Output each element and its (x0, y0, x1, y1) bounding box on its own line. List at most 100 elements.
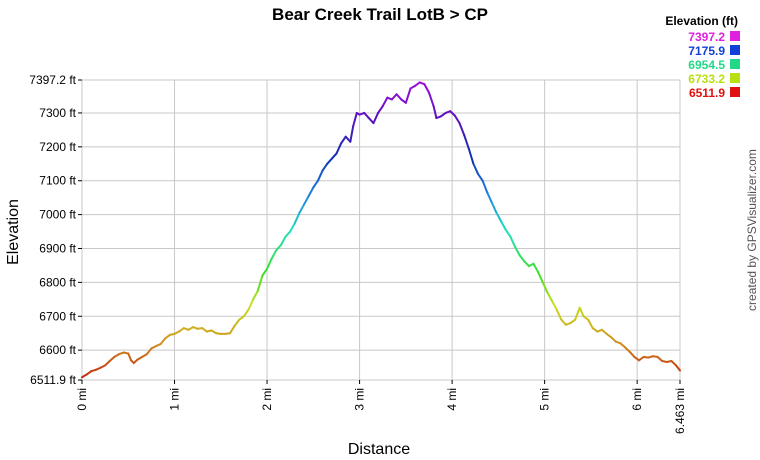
profile-point (215, 332, 218, 335)
profile-segment (229, 324, 236, 335)
profile-point (409, 87, 412, 90)
profile-segment (352, 111, 358, 128)
profile-point (404, 101, 407, 104)
profile-segment (316, 169, 324, 182)
profile-segment (541, 281, 549, 294)
profile-segment (275, 244, 282, 252)
profile-point (108, 360, 111, 362)
profile-point (178, 330, 181, 333)
profile-point (118, 353, 120, 356)
profile-point (582, 315, 585, 318)
profile-point (317, 179, 319, 182)
profile-segment (104, 359, 111, 367)
x-tick-label: 5 mi (538, 388, 552, 411)
profile-point (307, 195, 310, 197)
profile-point (99, 366, 102, 369)
profile-point (201, 327, 204, 330)
profile-segment (289, 222, 296, 233)
profile-segment (601, 328, 608, 335)
profile-point (458, 122, 461, 125)
profile-point (428, 91, 430, 94)
profile-point (81, 376, 83, 379)
profile-point (537, 271, 540, 274)
profile-point (440, 115, 442, 118)
profile-segment (242, 308, 250, 318)
profile-point (256, 289, 259, 292)
profile-point (638, 359, 640, 362)
profile-segment (256, 274, 264, 292)
profile-point (196, 327, 199, 330)
profile-point (523, 260, 526, 263)
profile-point (104, 364, 107, 367)
profile-point (642, 356, 645, 358)
x-tick-label: 1 mi (168, 388, 182, 411)
profile-point (532, 262, 535, 265)
profile-point (605, 332, 608, 335)
profile-point (122, 351, 125, 354)
profile-segment (481, 179, 489, 194)
profile-segment (266, 257, 273, 270)
profile-point (326, 162, 329, 165)
profile-segment (367, 117, 375, 125)
profile-point (113, 356, 116, 358)
elevation-profile (81, 81, 681, 379)
profile-segment (145, 347, 153, 356)
profile-point (463, 134, 466, 136)
profile-point (614, 340, 617, 343)
profile-segment (252, 289, 259, 301)
profile-point (574, 318, 577, 321)
profile-segment (312, 179, 319, 189)
profile-point (551, 300, 553, 302)
legend-swatch (730, 45, 740, 55)
profile-point (619, 342, 622, 345)
profile-segment (670, 359, 678, 367)
profile-segment (432, 105, 438, 120)
profile-point (555, 308, 558, 311)
x-tick-label: 6.463 mi (673, 388, 687, 434)
profile-point (136, 358, 139, 361)
profile-point (303, 203, 305, 206)
profile-point (210, 329, 213, 332)
profile-point (344, 135, 347, 138)
legend-title: Elevation (ft) (665, 14, 738, 28)
profile-point (182, 327, 185, 330)
profile-point (661, 360, 664, 362)
profile-point (467, 147, 470, 150)
profile-segment (532, 262, 540, 274)
profile-point (472, 162, 475, 165)
profile-point (500, 220, 503, 223)
profile-point (164, 337, 167, 340)
profile-segment (330, 152, 338, 160)
profile-point (633, 356, 636, 358)
x-tick-label: 3 mi (353, 388, 367, 411)
profile-segment (546, 291, 554, 303)
profile-segment (326, 157, 333, 165)
profile-segment (472, 162, 480, 175)
profile-point (247, 308, 250, 311)
profile-point (449, 110, 452, 113)
profile-segment (453, 114, 461, 125)
x-tick-label: 2 mi (260, 388, 274, 411)
profile-segment (504, 228, 512, 238)
y-tick-label: 7200 ft (39, 140, 76, 154)
profile-segment (321, 162, 329, 172)
profile-point (444, 112, 447, 114)
profile-segment (390, 93, 398, 101)
profile-point (656, 356, 659, 358)
profile-segment (555, 308, 563, 321)
profile-point (624, 346, 627, 349)
profile-point (261, 274, 264, 277)
profile-segment (261, 267, 269, 277)
profile-point (546, 291, 549, 294)
profile-segment (303, 194, 310, 206)
profile-segment (427, 91, 435, 108)
profile-point (372, 122, 375, 125)
profile-point (150, 347, 153, 350)
y-tick-label: 7000 ft (39, 208, 76, 222)
profile-point (377, 112, 379, 114)
profile-segment (578, 306, 585, 318)
profile-point (418, 81, 421, 84)
profile-point (481, 179, 484, 182)
profile-segment (449, 110, 456, 117)
y-tick-label: 7300 ft (39, 106, 76, 120)
